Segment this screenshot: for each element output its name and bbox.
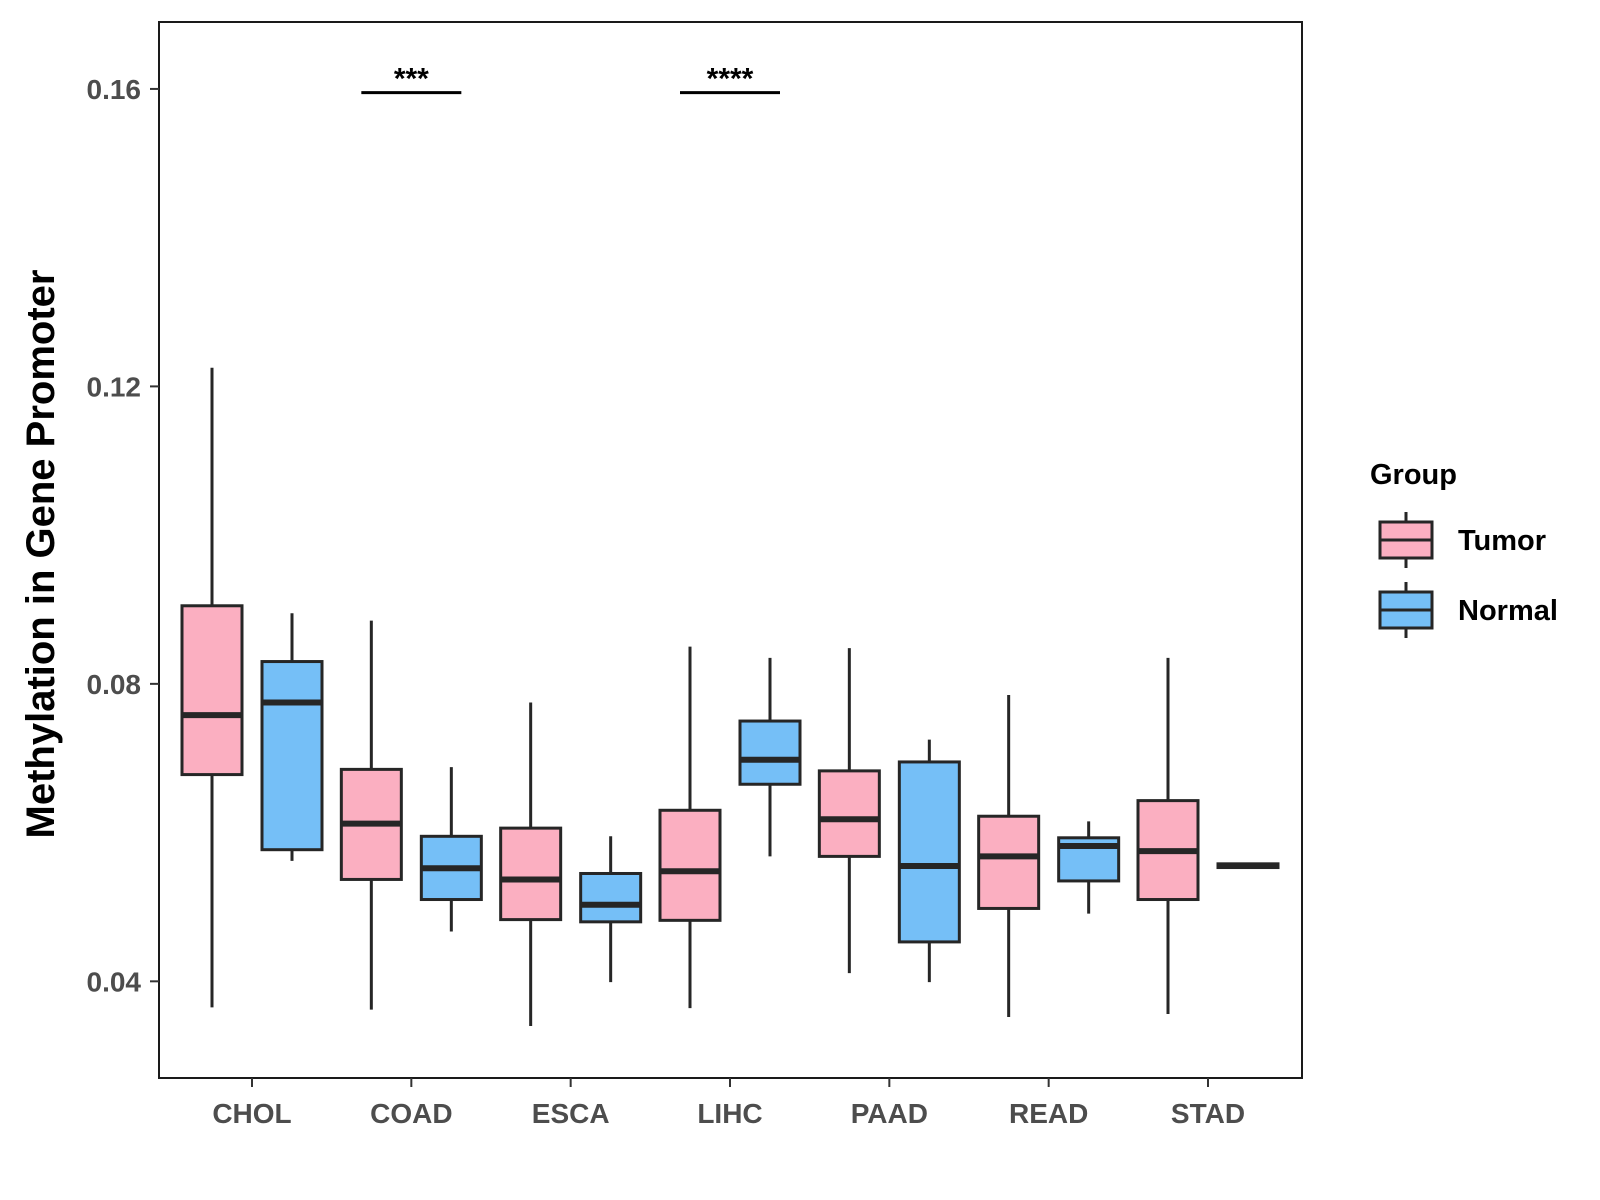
box-normal-stad: [1216, 862, 1280, 870]
box-normal-lihc: [738, 657, 802, 857]
y-tick-label: 0.04: [87, 966, 142, 997]
x-tick-label-paad: PAAD: [851, 1098, 928, 1129]
box-tumor-esca: [499, 702, 563, 1026]
box-body: [817, 769, 881, 858]
box-tumor-chol: [180, 367, 244, 1008]
box-normal-esca: [579, 836, 643, 983]
y-tick-label: 0.08: [87, 669, 142, 700]
box-tumor-read: [977, 695, 1041, 1018]
box-tumor-lihc: [658, 646, 722, 1009]
legend-entry-tumor: Tumor: [1378, 512, 1546, 568]
y-tick-label: 0.12: [87, 371, 142, 402]
x-tick-label-stad: STAD: [1171, 1098, 1245, 1129]
box-body: [897, 760, 961, 944]
x-tick-label-coad: COAD: [370, 1098, 452, 1129]
box-tumor-coad: [339, 620, 403, 1010]
x-tick-label-lihc: LIHC: [697, 1098, 762, 1129]
box-normal-coad: [419, 767, 483, 932]
x-tick-label-chol: CHOL: [212, 1098, 291, 1129]
y-axis-title: Methylation in Gene Promoter: [19, 270, 63, 839]
plot-area: 0.04 0.08 0.12 0.16 CHOL COAD ESCA LIHC PAAD READ…: [87, 21, 1303, 1129]
y-tick-label: 0.16: [87, 74, 142, 105]
box-normal-chol: [260, 613, 324, 861]
box-body: [977, 814, 1041, 910]
box-body: [180, 604, 244, 777]
significance-label: ***: [394, 63, 429, 96]
significance-lihc: ****: [680, 63, 780, 96]
legend: Group Tumor Normal: [1370, 459, 1558, 638]
box-normal-paad: [897, 739, 961, 983]
legend-label: Tumor: [1458, 525, 1546, 557]
legend-title: Group: [1370, 459, 1457, 491]
box-tumor-stad: [1136, 657, 1200, 1015]
legend-entry-normal: Normal: [1378, 582, 1558, 638]
box-tumor-paad: [817, 648, 881, 974]
box-body: [499, 826, 563, 922]
x-tick-label-read: READ: [1009, 1098, 1088, 1129]
x-tick-label-esca: ESCA: [532, 1098, 610, 1129]
legend-label: Normal: [1458, 595, 1558, 627]
box-normal-read: [1057, 821, 1121, 914]
significance-coad: ***: [361, 63, 462, 96]
box-body: [738, 719, 802, 786]
box-body: [658, 808, 722, 922]
significance-label: ****: [707, 63, 754, 96]
box-body: [579, 871, 643, 924]
box-body: [260, 660, 324, 852]
